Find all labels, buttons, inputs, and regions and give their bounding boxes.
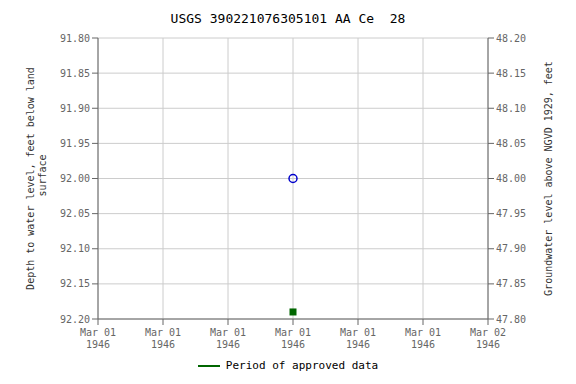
svg-text:92.15: 92.15 bbox=[60, 278, 90, 289]
svg-text:Groundwater level above NGVD 1: Groundwater level above NGVD 1929, feet bbox=[543, 61, 554, 296]
svg-text:Depth to water level, feet bel: Depth to water level, feet below land su… bbox=[25, 67, 48, 290]
svg-text:91.90: 91.90 bbox=[60, 103, 90, 114]
svg-text:91.80: 91.80 bbox=[60, 33, 90, 44]
svg-text:48.05: 48.05 bbox=[496, 138, 526, 149]
html-text:USGS 390221076305101 AA Ce 28: USGS 390221076305101 AA Ce 28 bbox=[170, 11, 406, 26]
svg-text:47.85: 47.85 bbox=[496, 278, 526, 289]
svg-text:92.10: 92.10 bbox=[60, 243, 90, 254]
svg-text:48.15: 48.15 bbox=[496, 68, 526, 79]
svg-text:48.10: 48.10 bbox=[496, 103, 526, 114]
svg-text:47.90: 47.90 bbox=[496, 243, 526, 254]
svg-text:91.85: 91.85 bbox=[60, 68, 90, 79]
svg-text:Mar 011946: Mar 011946 bbox=[145, 327, 181, 350]
svg-text:92.05: 92.05 bbox=[60, 208, 90, 219]
svg-text:92.20: 92.20 bbox=[60, 314, 90, 325]
svg-text:92.00: 92.00 bbox=[60, 173, 90, 184]
svg-text:Mar 021946: Mar 021946 bbox=[470, 327, 506, 350]
svg-text:47.95: 47.95 bbox=[496, 208, 526, 219]
svg-text:Mar 011946: Mar 011946 bbox=[405, 327, 441, 350]
svg-text:Mar 011946: Mar 011946 bbox=[275, 327, 311, 350]
svg-text:Mar 011946: Mar 011946 bbox=[210, 327, 246, 350]
html-text:Period of approved data: Period of approved data bbox=[225, 359, 379, 372]
svg-text:47.80: 47.80 bbox=[496, 314, 526, 325]
svg-text:48.00: 48.00 bbox=[496, 173, 526, 184]
svg-text:Mar 011946: Mar 011946 bbox=[340, 327, 376, 350]
svg-text:91.95: 91.95 bbox=[60, 138, 90, 149]
svg-text:48.20: 48.20 bbox=[496, 33, 526, 44]
svg-text:Mar 011946: Mar 011946 bbox=[80, 327, 116, 350]
